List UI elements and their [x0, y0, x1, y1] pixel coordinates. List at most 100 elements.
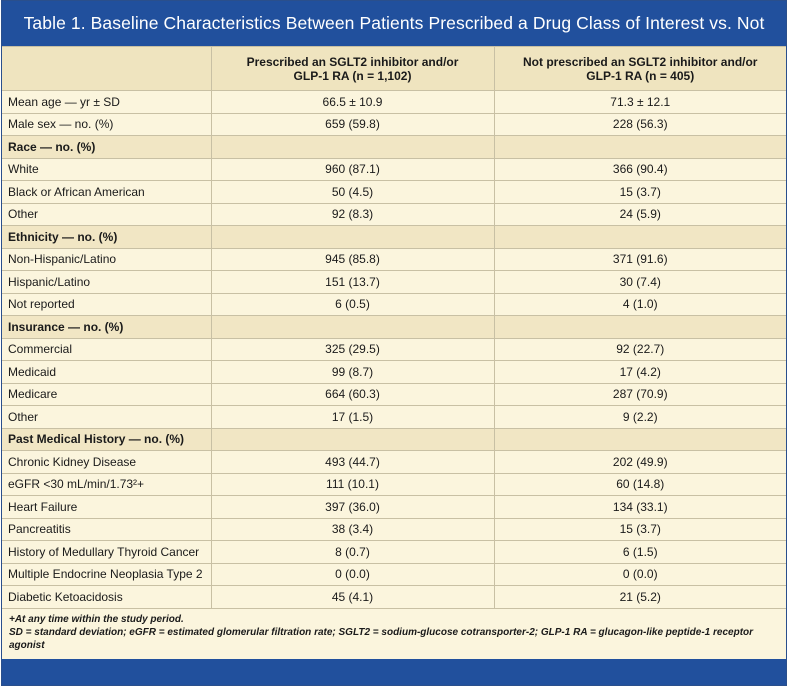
row-label: Heart Failure — [2, 495, 212, 519]
section-row: Past Medical History — no. (%) — [2, 428, 786, 451]
footnote-line1: +At any time within the study period. — [9, 613, 184, 625]
row-label: Pancreatitis — [2, 518, 212, 541]
table-row: History of Medullary Thyroid Cancer 8 (0.… — [2, 540, 786, 564]
section-spacer — [211, 225, 495, 249]
section-row: Race — no. (%) — [2, 135, 786, 159]
row-label: Medicare — [2, 383, 212, 406]
row-label: eGFR <30 mL/min/1.73²+ — [2, 473, 212, 496]
baseline-table: Prescribed an SGLT2 inhibitor and/or GLP… — [2, 46, 786, 609]
not-prescribed-value: 134 (33.1) — [494, 495, 786, 519]
prescribed-value: 664 (60.3) — [211, 383, 495, 406]
row-label: Male sex — no. (%) — [2, 113, 212, 136]
header-label-col — [2, 46, 212, 91]
not-prescribed-value: 60 (14.8) — [494, 473, 786, 496]
prescribed-value: 151 (13.7) — [211, 270, 495, 294]
not-prescribed-value: 0 (0.0) — [494, 563, 786, 586]
section-spacer — [494, 315, 786, 339]
prescribed-value: 493 (44.7) — [211, 450, 495, 474]
not-prescribed-value: 30 (7.4) — [494, 270, 786, 294]
not-prescribed-value: 6 (1.5) — [494, 540, 786, 564]
section-label: Insurance — no. (%) — [2, 315, 212, 339]
row-label: Multiple Endocrine Neoplasia Type 2 — [2, 563, 212, 586]
table-row: Hispanic/Latino 151 (13.7) 30 (7.4) — [2, 270, 786, 294]
not-prescribed-value: 71.3 ± 12.1 — [494, 90, 786, 114]
section-spacer — [494, 135, 786, 159]
bottom-bar — [2, 659, 786, 685]
not-prescribed-value: 202 (49.9) — [494, 450, 786, 474]
row-label: Other — [2, 203, 212, 226]
not-prescribed-value: 21 (5.2) — [494, 585, 786, 609]
header-not-prescribed: Not prescribed an SGLT2 inhibitor and/or… — [494, 46, 786, 91]
table-row: Heart Failure 397 (36.0) 134 (33.1) — [2, 495, 786, 519]
prescribed-value: 325 (29.5) — [211, 338, 495, 361]
table-row: eGFR <30 mL/min/1.73²+ 111 (10.1) 60 (14.8… — [2, 473, 786, 496]
header-row: Prescribed an SGLT2 inhibitor and/or GLP… — [2, 46, 786, 91]
row-label: Diabetic Ketoacidosis — [2, 585, 212, 609]
prescribed-value: 99 (8.7) — [211, 360, 495, 384]
table-row: White 960 (87.1) 366 (90.4) — [2, 158, 786, 181]
table-row: Other 92 (8.3) 24 (5.9) — [2, 203, 786, 226]
not-prescribed-value: 9 (2.2) — [494, 405, 786, 429]
not-prescribed-value: 371 (91.6) — [494, 248, 786, 271]
table-row: Medicare 664 (60.3) 287 (70.9) — [2, 383, 786, 406]
not-prescribed-value: 24 (5.9) — [494, 203, 786, 226]
section-label: Ethnicity — no. (%) — [2, 225, 212, 249]
row-label: Other — [2, 405, 212, 429]
row-label: Black or African American — [2, 180, 212, 204]
prescribed-value: 8 (0.7) — [211, 540, 495, 564]
section-spacer — [494, 225, 786, 249]
prescribed-value: 66.5 ± 10.9 — [211, 90, 495, 114]
table-figure: Table 1. Baseline Characteristics Betwee… — [1, 0, 787, 686]
section-spacer — [494, 428, 786, 451]
row-label: Mean age — yr ± SD — [2, 90, 212, 114]
footnote-line2: SD = standard deviation; eGFR = estimate… — [9, 626, 754, 651]
row-label: History of Medullary Thyroid Cancer — [2, 540, 212, 564]
not-prescribed-value: 366 (90.4) — [494, 158, 786, 181]
prescribed-value: 17 (1.5) — [211, 405, 495, 429]
row-label: Hispanic/Latino — [2, 270, 212, 294]
section-row: Ethnicity — no. (%) — [2, 225, 786, 249]
prescribed-value: 50 (4.5) — [211, 180, 495, 204]
not-prescribed-value: 4 (1.0) — [494, 293, 786, 316]
table-row: Pancreatitis 38 (3.4) 15 (3.7) — [2, 518, 786, 541]
footnote: +At any time within the study period. SD… — [2, 609, 786, 652]
header-prescribed-line1: Prescribed an SGLT2 inhibitor and/or — [246, 54, 459, 69]
section-label: Past Medical History — no. (%) — [2, 428, 212, 451]
section-spacer — [211, 135, 495, 159]
row-label: White — [2, 158, 212, 181]
prescribed-value: 659 (59.8) — [211, 113, 495, 136]
header-prescribed: Prescribed an SGLT2 inhibitor and/or GLP… — [211, 46, 495, 91]
prescribed-value: 945 (85.8) — [211, 248, 495, 271]
header-not-prescribed-line2: GLP-1 RA (n = 405) — [586, 68, 695, 83]
row-label: Non-Hispanic/Latino — [2, 248, 212, 271]
not-prescribed-value: 17 (4.2) — [494, 360, 786, 384]
table-row: Chronic Kidney Disease 493 (44.7) 202 (49.… — [2, 450, 786, 474]
prescribed-value: 960 (87.1) — [211, 158, 495, 181]
table-row: Mean age — yr ± SD 66.5 ± 10.9 71.3 ± 12.1 — [2, 90, 786, 114]
table-row: Non-Hispanic/Latino 945 (85.8) 371 (91.6) — [2, 248, 786, 271]
row-label: Chronic Kidney Disease — [2, 450, 212, 474]
prescribed-value: 38 (3.4) — [211, 518, 495, 541]
row-label: Not reported — [2, 293, 212, 316]
not-prescribed-value: 15 (3.7) — [494, 180, 786, 204]
prescribed-value: 45 (4.1) — [211, 585, 495, 609]
prescribed-value: 0 (0.0) — [211, 563, 495, 586]
row-label: Medicaid — [2, 360, 212, 384]
section-spacer — [211, 428, 495, 451]
table-row: Commercial 325 (29.5) 92 (22.7) — [2, 338, 786, 361]
not-prescribed-value: 15 (3.7) — [494, 518, 786, 541]
table-body: Mean age — yr ± SD 66.5 ± 10.9 71.3 ± 12.1… — [2, 90, 786, 609]
prescribed-value: 397 (36.0) — [211, 495, 495, 519]
header-prescribed-line2: GLP-1 RA (n = 1,102) — [293, 68, 412, 83]
table-row: Other 17 (1.5) 9 (2.2) — [2, 405, 786, 429]
row-label: Commercial — [2, 338, 212, 361]
table-title: Table 1. Baseline Characteristics Betwee… — [2, 1, 786, 46]
table-row: Medicaid 99 (8.7) 17 (4.2) — [2, 360, 786, 384]
table-row: Black or African American 50 (4.5) 15 (3.7… — [2, 180, 786, 204]
table-row: Male sex — no. (%) 659 (59.8) 228 (56.3) — [2, 113, 786, 136]
not-prescribed-value: 228 (56.3) — [494, 113, 786, 136]
table-row: Diabetic Ketoacidosis 45 (4.1) 21 (5.2) — [2, 585, 786, 609]
header-not-prescribed-line1: Not prescribed an SGLT2 inhibitor and/or — [523, 54, 758, 69]
section-row: Insurance — no. (%) — [2, 315, 786, 339]
